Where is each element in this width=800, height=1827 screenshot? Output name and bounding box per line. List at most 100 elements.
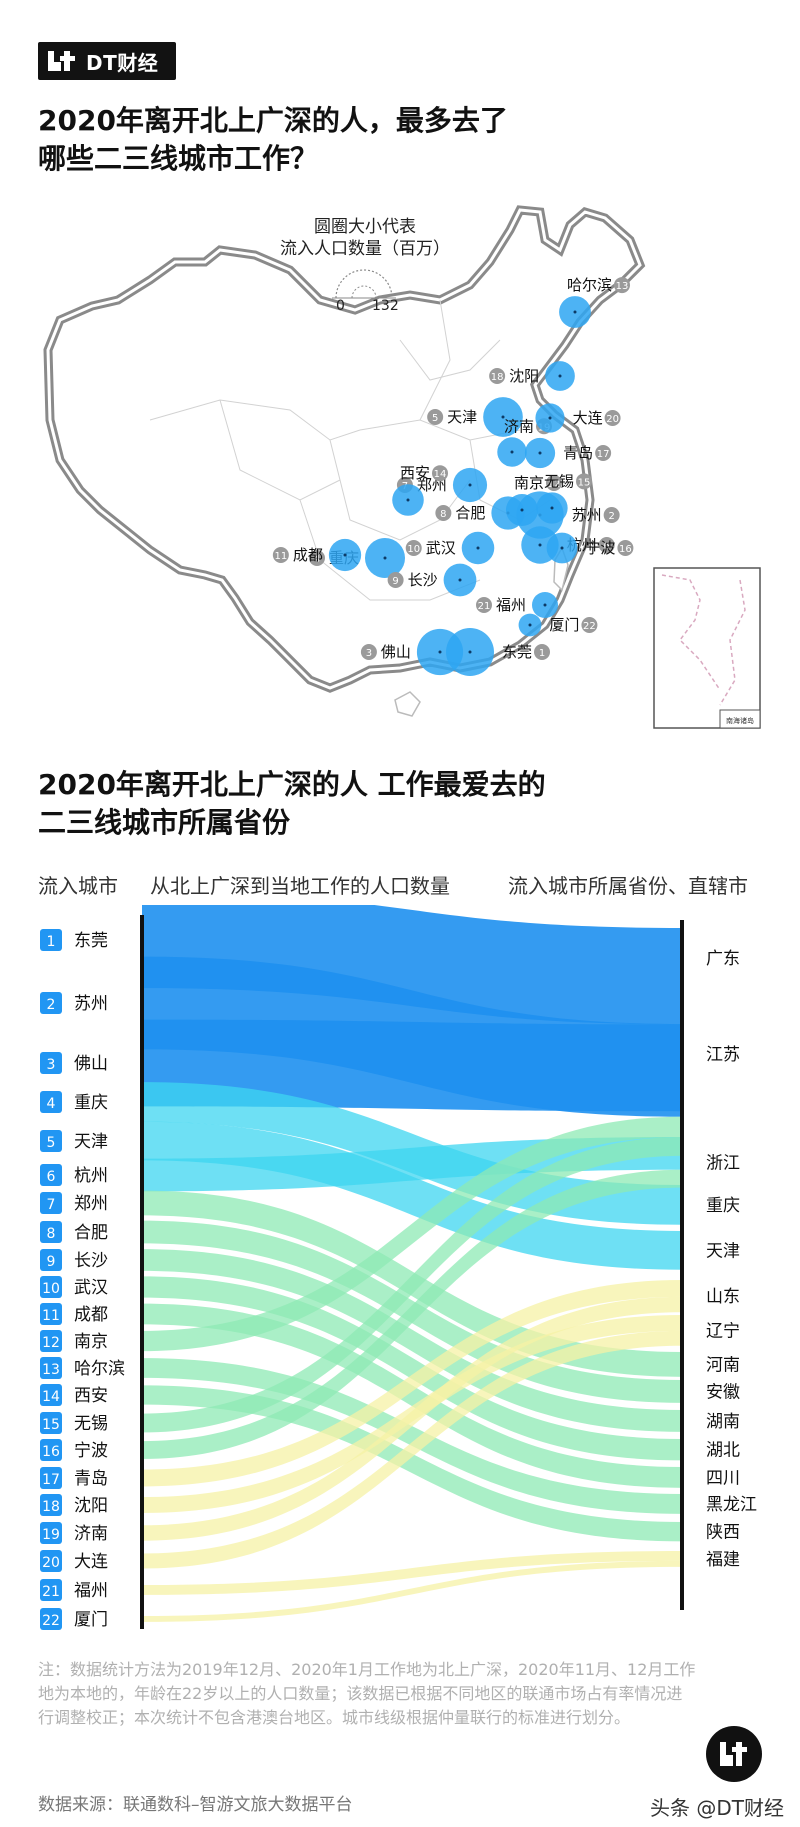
map-rank-text: 15	[578, 477, 591, 488]
city-label: 佛山	[74, 1054, 108, 1074]
sankey-right-axis	[680, 920, 684, 1610]
map-rank-text: 22	[583, 621, 596, 632]
map-city-label: 佛山	[381, 643, 411, 661]
data-source: 数据来源：联通数科–智游文旅大数据平台	[38, 1795, 353, 1815]
map-bubble-center	[458, 578, 462, 582]
map-city-label: 南京	[514, 474, 544, 492]
map-bubble-center	[560, 546, 564, 550]
city-label: 大连	[74, 1552, 108, 1572]
map-rank-text: 14	[434, 469, 447, 480]
map-city-label: 无锡	[544, 472, 574, 490]
city-rank-number: 14	[42, 1389, 60, 1405]
dt-round-logo-icon	[706, 1726, 762, 1782]
map-bubble-center	[548, 416, 552, 420]
map-rank-disc	[475, 597, 492, 613]
map-rank-text: 18	[491, 372, 504, 383]
map-rank-disc	[427, 409, 444, 425]
city-rank-number: 19	[42, 1527, 60, 1543]
map-rank-text: 1	[539, 648, 545, 659]
map-bubble-center	[543, 603, 547, 607]
city-rank-badge	[40, 1357, 62, 1379]
sankey-flow-17	[142, 1280, 682, 1487]
map-rank-text: 6	[604, 541, 610, 552]
sankey-left-axis	[140, 915, 144, 1629]
main-title-line1: 2020年离开北上广深的人，最多去了	[38, 104, 508, 137]
map-city-label: 大连	[573, 409, 603, 427]
province-label: 河南	[706, 1355, 740, 1375]
city-rank-badge	[40, 992, 62, 1014]
city-rank-number: 16	[42, 1444, 60, 1460]
city-rank-number: 12	[42, 1335, 60, 1351]
map-rank-text: 12	[548, 479, 561, 490]
city-label: 杭州	[74, 1166, 108, 1186]
map-rank-disc	[581, 617, 598, 633]
sankey-flow-15	[142, 1137, 682, 1433]
city-label: 厦门	[74, 1610, 108, 1630]
city-rank-number: 21	[42, 1584, 60, 1600]
city-rank-badge	[40, 1579, 62, 1601]
city-rank-number: 8	[47, 1226, 56, 1242]
city-label: 长沙	[74, 1251, 108, 1271]
province-label: 广东	[706, 949, 740, 969]
province-label: 黑龙江	[706, 1495, 757, 1515]
province-label: 浙江	[706, 1153, 740, 1173]
map-city-label: 厦门	[549, 616, 579, 634]
footer-brand: 头条 @DT财经	[650, 1796, 784, 1820]
map-city-label: 沈阳	[509, 367, 539, 385]
city-label: 沈阳	[74, 1496, 108, 1516]
city-label: 天津	[74, 1132, 108, 1152]
map-rank-disc	[614, 277, 630, 294]
map-rank-disc	[272, 547, 289, 563]
col-head-city: 流入城市	[38, 874, 118, 898]
city-rank-badge	[40, 1052, 62, 1074]
map-rank-disc	[435, 505, 452, 521]
city-rank-number: 13	[42, 1362, 60, 1378]
legend-title-line1: 圆圈大小代表	[314, 217, 416, 237]
map-city-label: 福州	[496, 596, 526, 614]
map-bubble-center	[528, 623, 532, 627]
map-bubble-center	[538, 451, 542, 455]
map-bubble-center	[468, 650, 472, 654]
map-rank-disc	[576, 473, 592, 490]
city-label: 无锡	[74, 1414, 108, 1434]
province-label: 陕西	[706, 1523, 740, 1543]
city-label: 济南	[74, 1524, 108, 1544]
map-rank-disc	[405, 540, 422, 556]
sankey-flow-12	[142, 1116, 682, 1352]
map-bubble-center	[538, 543, 542, 547]
map-rank-text: 20	[606, 414, 619, 425]
city-label: 哈尔滨	[74, 1359, 125, 1379]
map-rank-disc	[308, 550, 325, 566]
city-rank-badge	[40, 1130, 62, 1152]
map-bubble-center	[558, 374, 562, 378]
map-bubble-center	[383, 556, 387, 560]
map-rank-disc	[432, 465, 448, 482]
city-label: 合肥	[74, 1223, 108, 1243]
map-city-label: 苏州	[572, 506, 602, 524]
dt-logo-icon	[48, 51, 75, 71]
sankey-flow-3	[142, 1019, 682, 1112]
city-rank-badge	[40, 1091, 62, 1113]
province-label: 山东	[706, 1287, 740, 1307]
section2-title-line1: 2020年离开北上广深的人 工作最爱去的	[38, 768, 546, 801]
city-label: 宁波	[74, 1441, 108, 1461]
city-rank-number: 5	[47, 1135, 56, 1151]
city-rank-badge	[40, 1330, 62, 1352]
sankey-flow-1	[142, 905, 682, 1025]
sankey-flow-10	[142, 1276, 682, 1461]
city-rank-number: 1	[47, 934, 56, 950]
inset-label: 南海诸岛	[726, 716, 754, 725]
map-rank-text: 21	[478, 601, 491, 612]
province-label: 江苏	[706, 1045, 740, 1065]
province-label: 天津	[706, 1241, 740, 1261]
city-rank-number: 6	[47, 1169, 56, 1185]
city-rank-number: 3	[47, 1057, 56, 1073]
city-label: 重庆	[74, 1093, 108, 1113]
city-rank-badge	[40, 1221, 62, 1243]
map-rank-text: 16	[619, 544, 632, 555]
map-rank-disc	[604, 410, 621, 426]
map-rank-disc	[598, 537, 615, 553]
sankey-flow-9	[142, 1249, 682, 1432]
map-city-label: 东莞	[502, 643, 532, 661]
city-rank-number: 10	[42, 1281, 60, 1297]
